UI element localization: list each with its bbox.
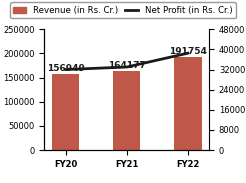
- Text: 156949: 156949: [46, 64, 84, 73]
- Bar: [113, 71, 140, 150]
- Bar: [174, 57, 202, 150]
- Text: 191754: 191754: [169, 47, 207, 56]
- Legend: Revenue (in Rs. Cr.), Net Profit (in Rs. Cr.): Revenue (in Rs. Cr.), Net Profit (in Rs.…: [10, 3, 236, 18]
- Text: 164177: 164177: [108, 61, 146, 70]
- Bar: [52, 74, 79, 150]
